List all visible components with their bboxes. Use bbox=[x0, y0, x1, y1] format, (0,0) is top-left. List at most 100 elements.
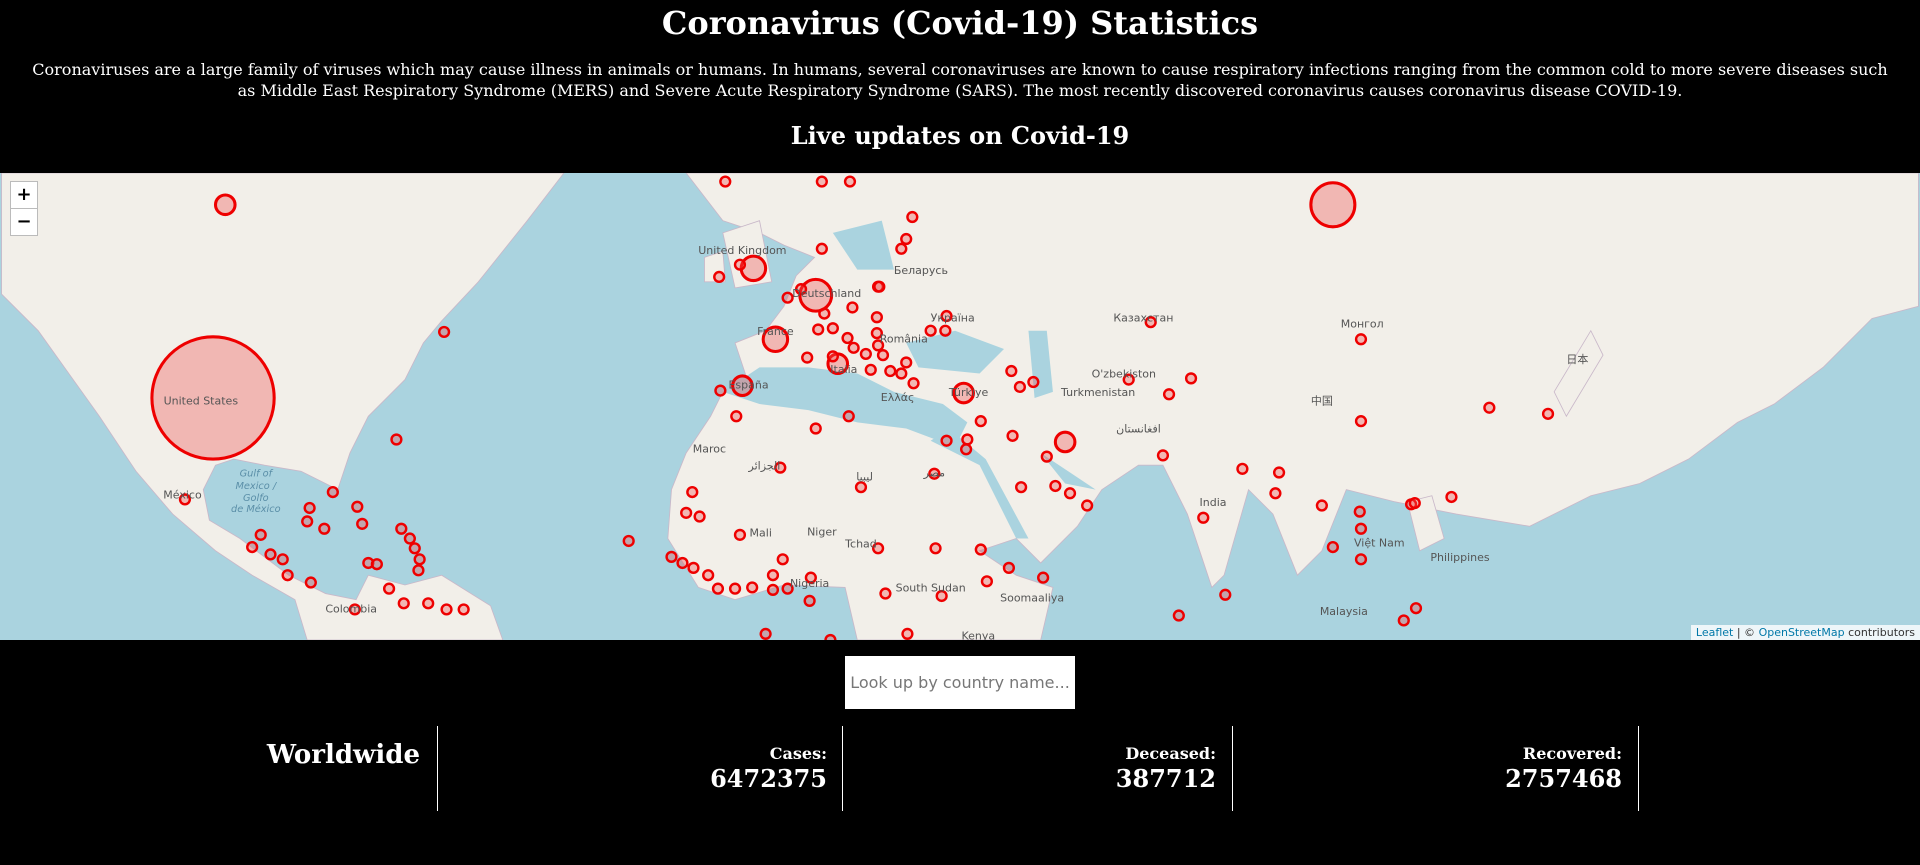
case-circle bbox=[178, 493, 192, 506]
case-circle bbox=[422, 597, 435, 610]
case-circle bbox=[246, 540, 259, 554]
case-circle bbox=[798, 277, 834, 313]
divider bbox=[1638, 726, 1639, 811]
worldwide-label: Worldwide bbox=[266, 740, 420, 770]
case-circle bbox=[397, 597, 410, 610]
case-circle bbox=[900, 232, 913, 246]
case-circle bbox=[348, 603, 361, 616]
case-circle bbox=[382, 582, 396, 595]
description: Coronaviruses are a large family of viru… bbox=[32, 60, 1888, 100]
case-circle bbox=[1397, 614, 1410, 627]
map-label: Maroc bbox=[693, 442, 726, 455]
case-circle bbox=[824, 633, 837, 640]
case-circle bbox=[928, 467, 941, 480]
case-circle bbox=[859, 347, 872, 361]
case-circle bbox=[686, 485, 699, 499]
stat-label: Deceased: bbox=[1125, 744, 1216, 763]
case-circle bbox=[974, 543, 987, 556]
case-circle bbox=[264, 548, 277, 561]
land bbox=[704, 220, 1604, 552]
map-label: United Kingdom bbox=[698, 244, 786, 257]
case-circle bbox=[940, 434, 953, 447]
case-circle bbox=[412, 564, 425, 577]
case-circle bbox=[812, 323, 825, 336]
map-label: 日本 bbox=[1566, 352, 1588, 366]
case-circle bbox=[766, 583, 780, 596]
case-circle bbox=[413, 553, 426, 566]
case-circle bbox=[1353, 505, 1366, 518]
case-circle bbox=[871, 542, 885, 555]
case-circle bbox=[254, 528, 267, 541]
zoom-out-button[interactable]: − bbox=[10, 208, 38, 236]
subtitle: Live updates on Covid-19 bbox=[790, 121, 1130, 150]
case-circle bbox=[1409, 602, 1423, 615]
map-label: United States bbox=[164, 395, 239, 408]
case-circle bbox=[1309, 181, 1357, 229]
leaflet-link[interactable]: Leaflet bbox=[1695, 626, 1734, 639]
case-circle bbox=[303, 501, 316, 515]
case-circle bbox=[980, 575, 994, 588]
case-circle bbox=[1013, 380, 1027, 394]
case-circle bbox=[281, 569, 294, 582]
case-circle bbox=[843, 175, 857, 188]
case-circle bbox=[1197, 511, 1210, 524]
case-circle bbox=[815, 242, 828, 255]
case-circle bbox=[901, 627, 914, 640]
case-circle bbox=[150, 335, 276, 461]
case-circle bbox=[702, 569, 715, 582]
case-circle bbox=[457, 603, 470, 616]
map-label: Golfo bbox=[243, 493, 269, 504]
case-circle bbox=[1219, 588, 1232, 601]
case-circle bbox=[326, 485, 339, 499]
case-circle bbox=[1027, 375, 1040, 389]
case-circle bbox=[961, 433, 974, 446]
case-circle bbox=[356, 517, 369, 530]
case-circle bbox=[794, 283, 808, 296]
map-label: South Sudan bbox=[896, 582, 966, 595]
case-circle bbox=[1354, 333, 1368, 346]
map-label: الجزائر bbox=[748, 459, 781, 472]
case-circle bbox=[876, 349, 890, 362]
case-circle bbox=[437, 325, 451, 339]
case-circle bbox=[1354, 553, 1368, 566]
osm-link[interactable]: OpenStreetMap bbox=[1758, 626, 1845, 639]
map-label: افغانستان bbox=[1116, 423, 1161, 436]
case-circle bbox=[841, 331, 854, 345]
map-label: România bbox=[880, 332, 928, 345]
case-circle bbox=[884, 364, 897, 378]
zoom-in-button[interactable]: + bbox=[10, 181, 38, 209]
case-circle bbox=[1156, 449, 1170, 462]
sea bbox=[906, 330, 1005, 374]
case-circle bbox=[714, 384, 727, 397]
case-circle bbox=[826, 322, 839, 335]
case-circle bbox=[1053, 430, 1077, 454]
case-circle bbox=[776, 553, 789, 566]
case-circle bbox=[719, 175, 732, 188]
map-label: France bbox=[757, 325, 794, 338]
case-circle bbox=[351, 500, 364, 513]
case-circle bbox=[1049, 479, 1062, 493]
case-circle bbox=[761, 325, 790, 354]
map-label: مصر bbox=[923, 467, 946, 480]
case-circle bbox=[370, 558, 383, 571]
case-circle bbox=[842, 410, 855, 423]
case-circle bbox=[781, 582, 794, 595]
map[interactable]: United States México Colombia Gulf of Mexico… bbox=[0, 173, 1920, 640]
search-input[interactable]: Look up by country name... bbox=[845, 656, 1075, 709]
map-label: Ελλάς bbox=[881, 391, 915, 404]
case-circle bbox=[1006, 429, 1019, 442]
case-circle bbox=[713, 270, 726, 284]
case-circle bbox=[395, 522, 408, 535]
case-circle bbox=[1005, 364, 1018, 378]
map-label: Казахстан bbox=[1113, 311, 1173, 324]
land bbox=[1, 173, 565, 640]
case-circle bbox=[766, 569, 780, 582]
case-circle bbox=[1037, 571, 1050, 584]
case-circle bbox=[276, 553, 289, 566]
case-circle bbox=[403, 532, 416, 545]
case-circle bbox=[676, 556, 689, 570]
map-labels: United States México Colombia Gulf ofMexico… bbox=[163, 244, 1588, 640]
case-circle bbox=[1326, 540, 1339, 554]
map-label: Türkiye bbox=[948, 386, 989, 399]
